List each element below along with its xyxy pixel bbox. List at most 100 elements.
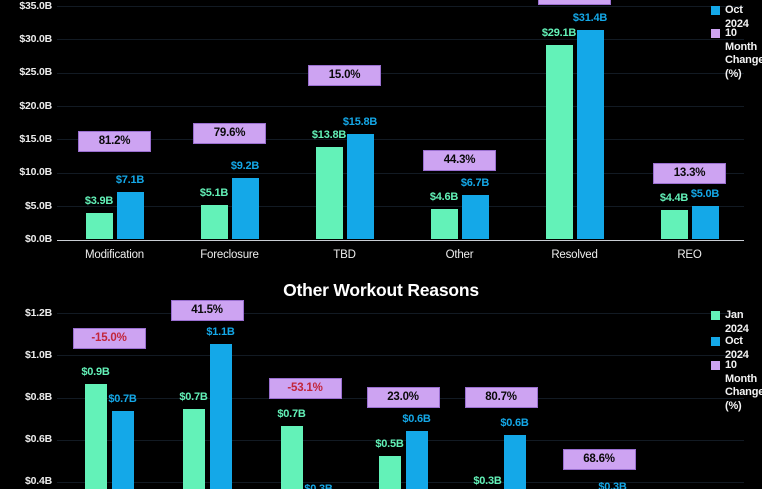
bar-jan-2024 (545, 45, 573, 240)
bar-value-label: $7.1B (115, 174, 145, 187)
bar-jan-2024 (85, 213, 113, 240)
bar-oct-2024 (503, 434, 526, 489)
change-annotation: 44.3% (423, 150, 496, 171)
bar-oct-2024 (111, 411, 134, 489)
y-axis-tick-label: $0.4B (24, 475, 52, 488)
legend-entry-label: 10 Month Change (%) (725, 359, 762, 412)
legend-entry: Oct 2024 (711, 4, 762, 31)
gridline (57, 206, 744, 208)
bar-value-label: $0.3B (473, 475, 502, 488)
bar-value-label: $13.8B (311, 129, 347, 142)
x-axis-category-label: Other (445, 249, 474, 261)
y-axis-tick-label: $35.0B (19, 0, 52, 12)
bar-oct-2024 (346, 134, 374, 240)
y-axis-tick-label: $1.0B (24, 348, 52, 361)
bar-jan-2024 (182, 409, 205, 489)
x-axis-category-label: Resolved (551, 249, 598, 261)
change-annotation: 41.5% (170, 300, 244, 321)
change-annotation: 68.6% (562, 449, 636, 470)
bar-value-label: $0.7B (108, 393, 137, 406)
bar-value-label: $5.1B (199, 187, 229, 200)
bar-oct-2024 (691, 206, 719, 240)
bar-value-label: $0.3B (304, 482, 333, 489)
bar-oct-2024 (461, 194, 489, 240)
bar-jan-2024 (378, 456, 401, 489)
legend-entry: 10 Month Change (%) (711, 27, 762, 81)
bar-value-label: $3.9B (84, 195, 114, 208)
bar-value-label: $1.1B (206, 326, 235, 339)
bar-value-label: $0.9B (81, 365, 110, 378)
bar-oct-2024 (231, 178, 259, 240)
change-annotation: -53.1% (268, 378, 342, 399)
bar-value-label: $0.6B (402, 413, 431, 426)
y-axis-tick-label: $15.0B (19, 132, 52, 145)
y-axis-tick-label: $5.0B (24, 199, 52, 212)
bar-jan-2024 (430, 208, 458, 240)
bar-value-label: $4.6B (429, 190, 459, 203)
bar-value-label: $0.7B (179, 391, 208, 404)
bar-value-label: $0.7B (277, 407, 306, 420)
bar-value-label: $0.5B (375, 438, 404, 451)
legend-swatch (711, 6, 720, 15)
legend-swatch (711, 361, 720, 370)
x-axis-line (57, 239, 744, 241)
bar-jan-2024 (84, 383, 107, 489)
y-axis-tick-label: $20.0B (19, 99, 52, 112)
bar-value-label: $9.2B (230, 160, 260, 173)
y-axis-tick-label: $1.2B (24, 306, 52, 319)
bar-jan-2024 (315, 147, 343, 240)
change-annotation (538, 0, 611, 5)
y-axis-tick-label: $25.0B (19, 66, 52, 79)
bar-value-label: $0.3B (598, 480, 627, 489)
bar-value-label: $6.7B (460, 176, 490, 189)
bar-oct-2024 (405, 431, 428, 489)
legend-entry: 10 Month Change (%) (711, 359, 762, 413)
bar-oct-2024 (116, 192, 144, 240)
bar-jan-2024 (280, 425, 303, 489)
legend-entry: Jan 2024 (711, 309, 762, 336)
gridline (57, 6, 744, 8)
gridline (57, 172, 744, 174)
bar-value-label: $4.4B (659, 192, 689, 205)
x-axis-category-label: Foreclosure (200, 249, 259, 261)
bar-jan-2024 (200, 205, 228, 240)
x-axis-category-label: REO (677, 249, 702, 261)
gridline (57, 439, 744, 441)
gridline (57, 481, 744, 483)
legend-entry-label: 10 Month Change (%) (725, 27, 762, 80)
x-axis-category-label: Modification (85, 249, 144, 261)
change-annotation: 81.2% (78, 131, 151, 152)
bar-value-label: $31.4B (572, 12, 608, 25)
y-axis-tick-label: $0.6B (24, 433, 52, 446)
legend-entry-label: Oct 2024 (725, 4, 749, 30)
gridline (57, 139, 744, 141)
y-axis-tick-label: $30.0B (19, 32, 52, 45)
bar-value-label: $0.6B (500, 416, 529, 429)
change-annotation: 80.7% (464, 387, 538, 408)
gridline (57, 355, 744, 357)
bar-value-label: $15.8B (342, 116, 378, 129)
y-axis-tick-label: $10.0B (19, 166, 52, 179)
gridline (57, 72, 744, 74)
bar-oct-2024 (576, 30, 604, 240)
change-annotation: 23.0% (366, 387, 440, 408)
bottom-chart-title: Other Workout Reasons (283, 280, 479, 300)
legend-entry-label: Oct 2024 (725, 335, 749, 361)
bar-value-label: $5.0B (690, 188, 720, 201)
y-axis-tick-label: $0.8B (24, 391, 52, 403)
legend-swatch (711, 337, 720, 346)
bar-oct-2024 (209, 344, 232, 489)
gridline (57, 313, 744, 315)
legend-entry-label: Jan 2024 (725, 309, 749, 335)
change-annotation: -15.0% (72, 328, 146, 349)
bar-jan-2024 (660, 210, 688, 240)
change-annotation: 15.0% (308, 65, 381, 86)
legend-swatch (711, 311, 720, 320)
change-annotation: 13.3% (653, 163, 726, 184)
gridline (57, 106, 744, 108)
gridline (57, 39, 744, 41)
change-annotation: 79.6% (193, 123, 266, 144)
legend-swatch (711, 29, 720, 38)
bar-value-label: $29.1B (541, 27, 577, 40)
